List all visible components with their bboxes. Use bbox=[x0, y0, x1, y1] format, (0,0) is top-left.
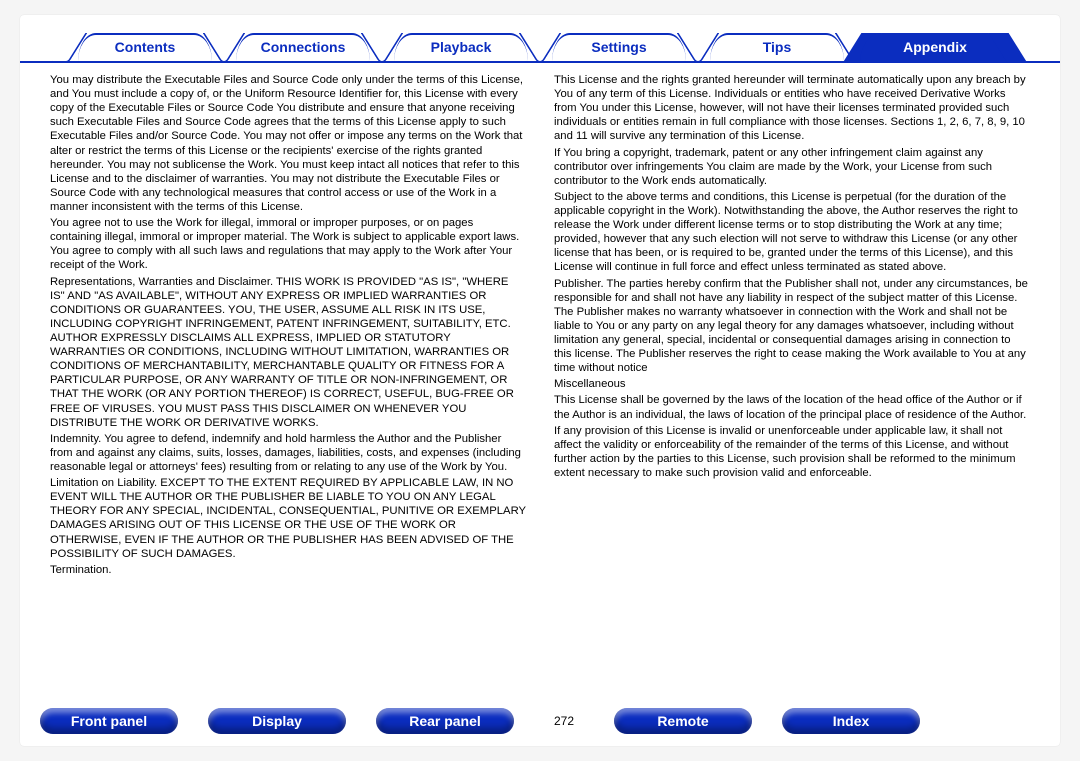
license-paragraph: This License and the rights granted here… bbox=[554, 73, 1030, 144]
tab-label: Appendix bbox=[903, 39, 967, 55]
button-label: Rear panel bbox=[409, 713, 481, 729]
rear-panel-button[interactable]: Rear panel bbox=[376, 708, 514, 734]
tab-label: Contents bbox=[115, 39, 176, 55]
right-column: This License and the rights granted here… bbox=[554, 73, 1030, 579]
license-paragraph: If any provision of this License is inva… bbox=[554, 424, 1030, 480]
license-paragraph: This License shall be governed by the la… bbox=[554, 393, 1030, 421]
tab-playback[interactable]: Playback bbox=[386, 33, 536, 61]
front-panel-button[interactable]: Front panel bbox=[40, 708, 178, 734]
remote-button[interactable]: Remote bbox=[614, 708, 752, 734]
page-number: 272 bbox=[544, 714, 584, 728]
content-area: You may distribute the Executable Files … bbox=[20, 63, 1060, 579]
tab-appendix[interactable]: Appendix bbox=[860, 33, 1010, 61]
license-paragraph: Termination. bbox=[50, 563, 526, 577]
license-paragraph: Subject to the above terms and condition… bbox=[554, 190, 1030, 275]
tab-tips[interactable]: Tips bbox=[702, 33, 852, 61]
tab-label: Playback bbox=[431, 39, 492, 55]
tab-label: Settings bbox=[591, 39, 646, 55]
license-paragraph: Miscellaneous bbox=[554, 377, 1030, 391]
left-column: You may distribute the Executable Files … bbox=[50, 73, 526, 579]
button-label: Remote bbox=[657, 713, 708, 729]
tab-contents[interactable]: Contents bbox=[70, 33, 220, 61]
button-label: Index bbox=[833, 713, 870, 729]
license-paragraph: You may distribute the Executable Files … bbox=[50, 73, 526, 214]
license-paragraph: If You bring a copyright, trademark, pat… bbox=[554, 146, 1030, 188]
license-paragraph: You agree not to use the Work for illega… bbox=[50, 216, 526, 272]
tab-label: Connections bbox=[261, 39, 346, 55]
button-label: Front panel bbox=[71, 713, 147, 729]
button-label: Display bbox=[252, 713, 302, 729]
tab-connections[interactable]: Connections bbox=[228, 33, 378, 61]
display-button[interactable]: Display bbox=[208, 708, 346, 734]
tab-settings[interactable]: Settings bbox=[544, 33, 694, 61]
bottom-nav: Front panel Display Rear panel 272 Remot… bbox=[20, 708, 1060, 734]
license-paragraph: Publisher. The parties hereby confirm th… bbox=[554, 277, 1030, 376]
license-paragraph: Indemnity. You agree to defend, indemnif… bbox=[50, 432, 526, 474]
page: Contents Connections Playback Settings T… bbox=[20, 15, 1060, 746]
tab-label: Tips bbox=[763, 39, 792, 55]
license-paragraph: Limitation on Liability. EXCEPT TO THE E… bbox=[50, 476, 526, 561]
top-nav: Contents Connections Playback Settings T… bbox=[20, 15, 1060, 63]
index-button[interactable]: Index bbox=[782, 708, 920, 734]
license-paragraph: Representations, Warranties and Disclaim… bbox=[50, 275, 526, 430]
